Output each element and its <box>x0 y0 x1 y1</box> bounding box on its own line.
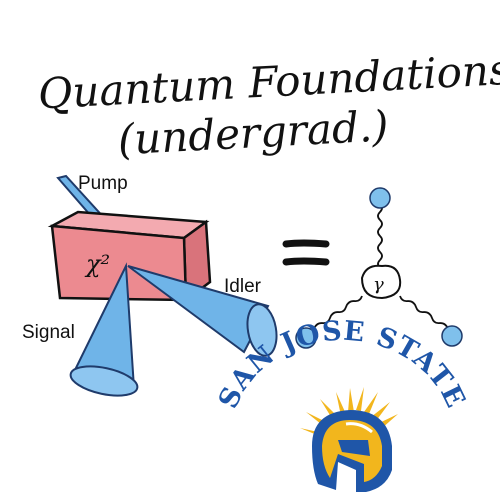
idler-label: Idler <box>224 276 262 297</box>
vertex-node-right <box>441 325 463 347</box>
vertex-center <box>360 264 402 300</box>
equals-sign <box>282 239 330 266</box>
vertex-symbol: γ <box>373 274 384 295</box>
idler-beam <box>127 265 278 357</box>
pump-label: Pump <box>78 173 128 194</box>
vertex-line-left <box>305 295 363 336</box>
signal-beam <box>69 262 139 397</box>
vertex-node-top <box>369 187 391 209</box>
feynman-vertex: γ <box>295 187 463 349</box>
crystal-symbol: χ² <box>84 250 110 278</box>
spartan-helmet-icon <box>312 410 392 492</box>
nonlinear-crystal: χ² <box>47 210 212 303</box>
vertex-line-top <box>377 203 383 277</box>
vertex-node-left <box>295 327 317 349</box>
signal-label: Signal <box>22 322 75 343</box>
